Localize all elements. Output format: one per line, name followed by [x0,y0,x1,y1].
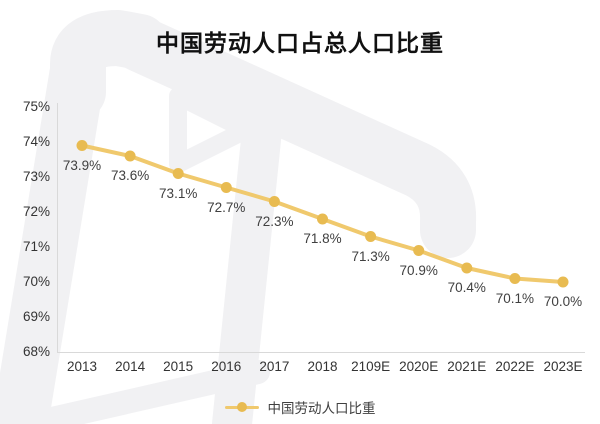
x-axis-tick-label: 2021E [447,359,487,374]
data-point [509,273,521,284]
x-axis-line [57,352,585,353]
x-axis-tick-label: 2109E [351,359,391,374]
data-point-label: 70.0% [543,294,583,309]
data-point-label: 72.3% [255,213,294,229]
legend-label: 中国劳动人口比重 [267,401,376,416]
data-point [557,276,569,288]
chart-title: 中国劳动人口占总人口比重 [156,30,444,56]
x-axis-tick-label: 2018 [307,359,338,374]
data-point-label: 70.1% [495,290,535,306]
x-axis-tick-label: 2023E [543,359,583,374]
x-axis-tick-label: 2020E [399,359,439,374]
data-point [220,182,232,193]
chart-legend: 中国劳动人口比重 [0,396,600,418]
legend-dot [236,402,247,412]
legend-line-marker-icon [224,402,259,412]
x-axis-tick-label: 2022E [495,359,535,374]
data-point [365,231,377,242]
data-point [317,213,328,225]
data-point [172,168,184,179]
data-point-label: 73.6% [110,168,150,183]
data-point [124,150,136,162]
data-point [268,196,280,207]
data-point [413,245,425,256]
data-point-label: 70.4% [447,280,486,295]
data-point-label: 71.8% [303,231,342,246]
data-point [76,140,88,151]
data-point-label: 70.9% [399,262,438,278]
data-point [461,262,473,274]
